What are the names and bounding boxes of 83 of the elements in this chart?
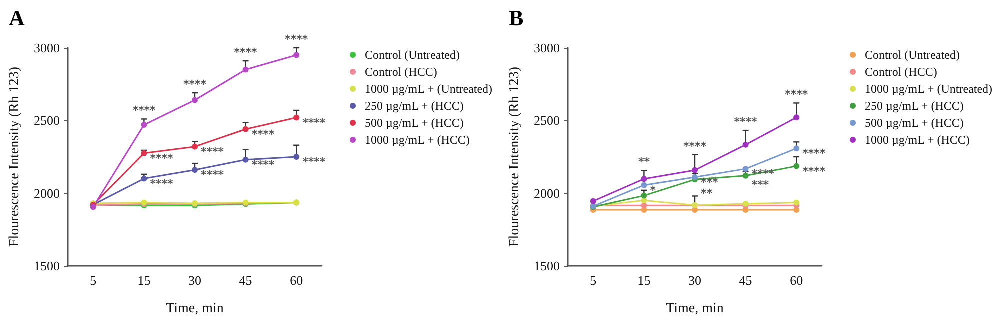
point [141,150,148,156]
y-tick-label: 2500 [34,113,60,128]
y-tick-label: 2000 [534,186,560,201]
annotation: **** [183,78,207,92]
x-tick-label: 45 [739,273,752,288]
legend-label: 1000 µg/mL + (HCC) [865,133,970,147]
legend-label: 1000 µg/mL + (HCC) [365,133,470,147]
x-tick-label: 60 [790,273,804,288]
point [742,166,749,172]
point [192,97,198,104]
annotation: * [650,184,656,197]
annotation: **** [201,145,224,158]
point [90,204,96,210]
annotation: **** [802,147,826,160]
legend-label: Control (Untreated) [865,48,960,62]
annotation: **** [802,164,826,178]
y-axis-title: Flourescence Intensity (Rh 123) [508,66,522,248]
legend-label: 250 µg/mL + (HCC) [365,99,464,113]
point [242,126,249,132]
legend-label: 250 µg/mL + (HCC) [865,99,964,113]
x-axis-title: Time, min [166,302,224,316]
annotation: **** [234,46,258,60]
y-tick-label: 1500 [34,258,60,274]
annotation: **** [201,168,224,182]
annotation: ** [638,156,650,169]
point [794,200,800,206]
x-tick-label: 45 [239,273,252,288]
legend-label: 500 µg/mL + (HCC) [865,116,964,130]
annotation: **** [252,128,276,141]
x-tick-label: 30 [188,273,202,288]
point [794,114,800,121]
annotation: **** [132,104,156,118]
y-axis-title: Flourescence Intensity (Rh 123) [8,66,22,248]
y-tick-label: 1500 [534,258,560,274]
x-tick-label: 15 [138,273,151,288]
point [794,146,800,152]
chart-title: A [9,6,25,30]
legend-label: 1000 µg/mL + (Untreated) [365,82,493,96]
point [192,167,198,174]
annotation: **** [150,152,174,165]
point [141,176,148,182]
point [641,202,648,209]
point [641,176,648,182]
x-tick-label: 15 [638,273,651,288]
point [242,66,249,73]
y-tick-label: 2500 [534,113,560,128]
legend-label: 500 µg/mL + (HCC) [365,116,464,130]
point [641,192,648,199]
annotation: **** [734,116,758,129]
point [294,154,300,160]
point [794,163,800,170]
legend-label: Control (HCC) [365,65,438,79]
annotation: *** [701,176,719,189]
annotation: **** [285,33,308,46]
legend-label: 1000 µg/mL + (Untreated) [865,82,993,96]
point [590,198,596,204]
point [294,114,300,121]
legend-label: Control (Untreated) [365,48,460,62]
legend-label: Control (HCC) [865,65,938,79]
x-tick-label: 5 [590,273,597,288]
point [742,172,749,179]
point [141,122,148,128]
point [242,156,249,163]
annotation: ** [701,186,713,200]
annotation: *** [752,178,770,192]
annotation: **** [302,156,326,168]
annotation: **** [683,140,707,153]
annotation: **** [785,88,808,102]
y-tick-label: 2000 [34,186,60,201]
x-tick-label: 60 [290,273,304,288]
x-tick-label: 30 [688,273,702,288]
y-tick-label: 3000 [534,40,560,56]
annotation: **** [302,116,326,130]
point [294,52,300,58]
y-tick-label: 3000 [34,40,60,56]
chart-title: B [509,6,524,30]
x-axis-title: Time, min [666,302,724,316]
annotation: **** [150,177,174,190]
point [192,144,198,150]
point [641,182,648,188]
annotation: **** [252,158,276,172]
point [742,142,749,148]
x-tick-label: 5 [90,273,97,288]
